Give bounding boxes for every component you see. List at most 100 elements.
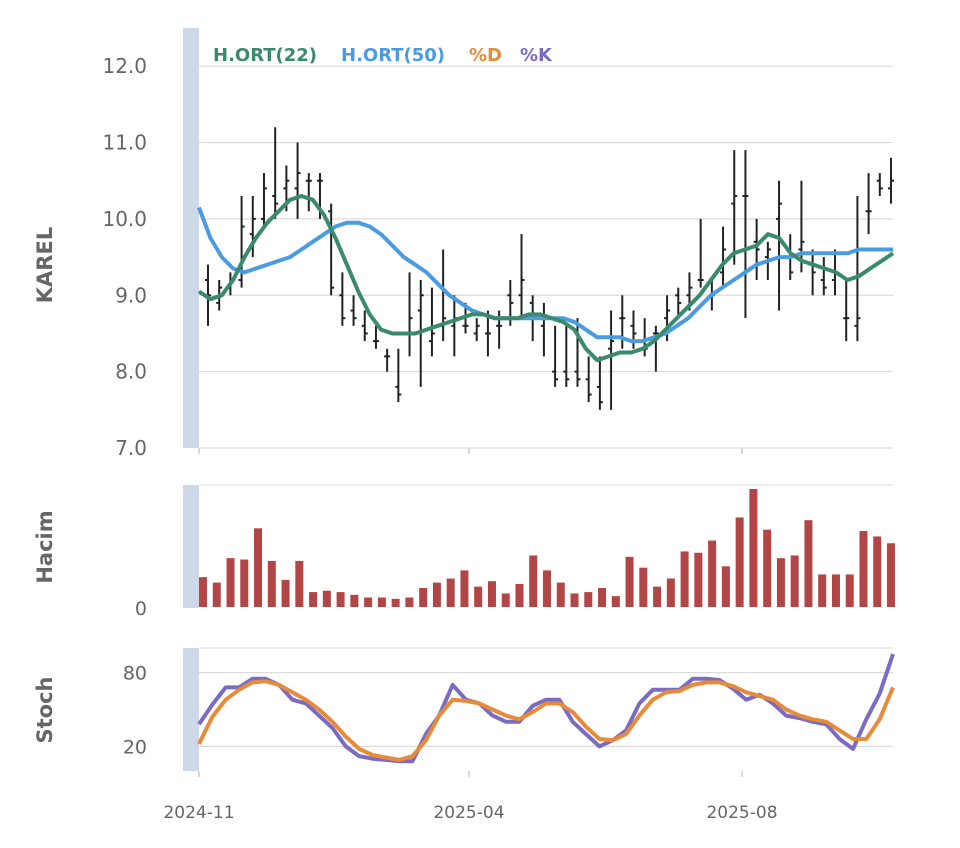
stochastic-panel: 20 80 Stoch xyxy=(33,647,895,771)
volume-bar xyxy=(460,570,469,607)
volume-bar xyxy=(405,597,414,607)
ohlc-bar xyxy=(339,272,346,326)
ohlc-bar xyxy=(328,203,335,296)
price-y-tick-label: 8.0 xyxy=(115,360,147,384)
legend: H.ORT(22) H.ORT(50) %D %K xyxy=(213,45,553,66)
ohlc-bar xyxy=(742,150,749,319)
volume-bar xyxy=(873,536,882,607)
ohlc-bar xyxy=(888,157,894,204)
volume-bar xyxy=(721,566,730,607)
volume-y-tick-label: 0 xyxy=(135,598,147,620)
volume-bar xyxy=(336,592,345,607)
ohlc-bar xyxy=(350,295,357,326)
price-panel-accent xyxy=(183,28,199,448)
price-y-tick-label: 9.0 xyxy=(115,283,147,307)
volume-bar xyxy=(322,590,331,607)
ohlc-bar xyxy=(428,287,435,357)
volume-bar xyxy=(845,574,854,607)
ohlc-bar xyxy=(876,173,883,196)
volume-bar xyxy=(281,579,290,607)
ohlc-bar xyxy=(753,218,760,280)
ohlc-bar xyxy=(652,325,659,372)
volume-panel-accent xyxy=(183,485,199,608)
ohlc-bar xyxy=(484,310,491,357)
ohlc-bar xyxy=(473,318,480,342)
ohlc-bar xyxy=(585,356,592,403)
ohlc-bar xyxy=(720,226,727,288)
ohlc-bar xyxy=(294,142,301,219)
ohlc-bar xyxy=(406,272,413,357)
ohlc-bar xyxy=(809,249,816,296)
x-tick-label: 2024-11 xyxy=(163,803,234,823)
legend-item-percent-d: %D xyxy=(469,45,502,66)
stochastic-y-tick-label: 80 xyxy=(123,663,147,685)
ohlc-bar xyxy=(697,218,704,288)
ohlc-bar xyxy=(361,310,368,342)
ohlc-bar xyxy=(384,348,391,372)
moving-average-50-line xyxy=(197,206,893,344)
stochastic-percent-d-line xyxy=(197,679,895,762)
volume-bar xyxy=(611,596,620,607)
volume-bar xyxy=(763,529,772,607)
volume-bar xyxy=(859,531,868,607)
volume-bar xyxy=(680,551,689,607)
ohlc-bar xyxy=(260,173,267,227)
ohlc-bar xyxy=(574,318,581,387)
volume-bar xyxy=(831,574,840,607)
volume-bar xyxy=(790,555,799,607)
ohlc-bar xyxy=(552,325,559,387)
ohlc-bar xyxy=(854,196,861,342)
volume-bar xyxy=(776,558,785,607)
volume-bar xyxy=(474,586,483,607)
stochastic-panel-accent xyxy=(183,648,199,771)
volume-bar xyxy=(515,583,524,607)
volume-bar xyxy=(543,570,551,607)
ohlc-bar xyxy=(540,302,547,357)
volume-bar xyxy=(487,581,496,607)
ohlc-bar xyxy=(608,310,615,410)
volume-bar xyxy=(556,582,565,607)
price-y-axis-label: KAREL xyxy=(33,227,57,303)
volume-bar xyxy=(653,586,662,607)
volume-bar xyxy=(212,582,221,607)
volume-bars xyxy=(199,489,895,607)
volume-bar xyxy=(584,592,593,607)
moving-average-22-line xyxy=(197,194,895,363)
volume-bar xyxy=(254,528,263,607)
volume-bar xyxy=(295,560,304,607)
volume-bar xyxy=(818,574,827,607)
stochastic-y-tick-label: 20 xyxy=(123,736,147,758)
legend-item-ma50: H.ORT(50) xyxy=(341,45,445,66)
legend-item-percent-k: %K xyxy=(520,45,553,66)
volume-bar xyxy=(446,578,455,607)
ohlc-bar xyxy=(675,287,682,319)
price-y-tick-label: 7.0 xyxy=(115,436,147,460)
x-tick-label: 2025-08 xyxy=(706,803,777,823)
volume-panel: Hacim 0 xyxy=(33,484,895,620)
stochastic-gridlines xyxy=(199,647,893,748)
volume-bar xyxy=(666,578,675,607)
volume-bar xyxy=(735,517,744,607)
ohlc-bar xyxy=(776,180,783,311)
volume-bar xyxy=(432,582,441,607)
price-y-tick-labels: 7.0 8.0 9.0 10.0 11.0 12.0 xyxy=(102,54,147,460)
volume-bar xyxy=(377,597,386,607)
volume-bar xyxy=(570,593,579,607)
volume-bar xyxy=(749,489,758,607)
volume-bar xyxy=(226,558,235,607)
ohlc-bar xyxy=(305,173,312,212)
price-y-tick-label: 11.0 xyxy=(102,131,147,155)
volume-bar xyxy=(309,592,318,607)
ohlc-bar xyxy=(563,325,570,387)
volume-y-axis-label: Hacim xyxy=(33,510,57,583)
volume-bar xyxy=(708,540,717,607)
ohlc-bar xyxy=(372,325,379,349)
legend-item-ma22: H.ORT(22) xyxy=(213,45,317,66)
volume-bar xyxy=(199,577,207,607)
volume-bar xyxy=(364,597,373,607)
volume-bar xyxy=(625,556,634,607)
volume-bar xyxy=(804,520,813,607)
stochastic-y-axis-label: Stoch xyxy=(33,677,57,744)
ohlc-bar xyxy=(395,348,402,403)
